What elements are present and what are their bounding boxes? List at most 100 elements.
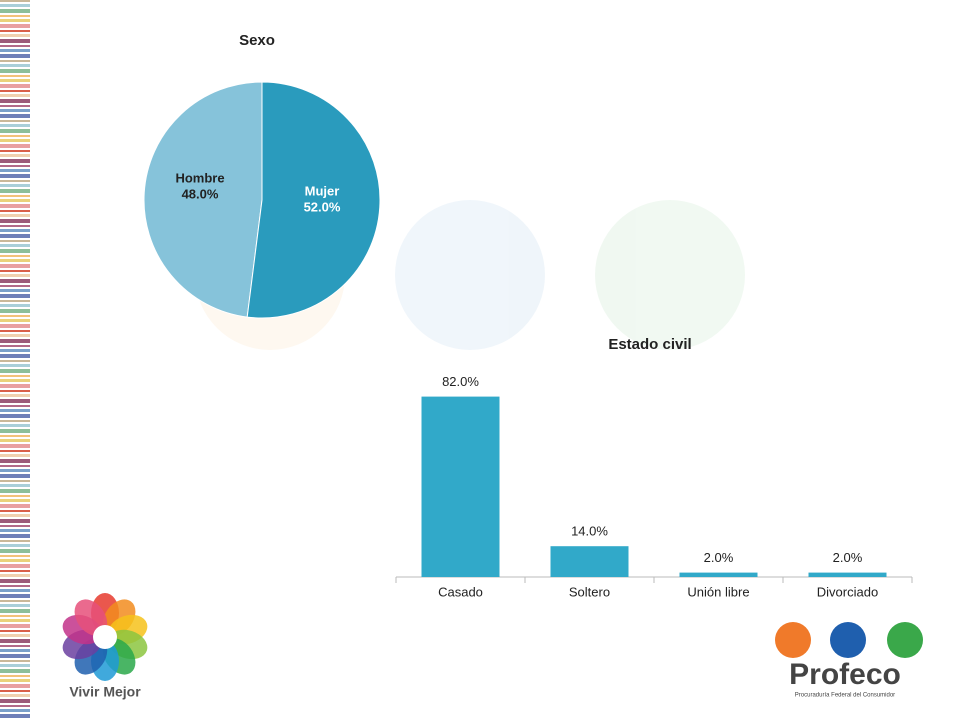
stripe bbox=[0, 240, 30, 242]
stripe bbox=[0, 69, 30, 73]
stripe bbox=[0, 15, 30, 17]
stripe bbox=[0, 394, 30, 397]
stripe bbox=[0, 450, 30, 452]
stripe bbox=[0, 549, 30, 553]
stripe bbox=[0, 459, 30, 463]
stripe bbox=[0, 540, 30, 542]
chart-title: Sexo bbox=[239, 32, 275, 49]
stripe bbox=[0, 399, 30, 403]
stripe bbox=[0, 469, 30, 472]
stripe bbox=[0, 645, 30, 647]
pie-slice bbox=[246, 81, 381, 319]
stripe bbox=[0, 279, 30, 283]
stripe bbox=[0, 84, 30, 88]
x-tick-label: Soltero bbox=[569, 584, 610, 599]
stripe bbox=[0, 180, 30, 182]
stripe bbox=[0, 429, 30, 433]
bar bbox=[421, 396, 500, 577]
stripe bbox=[0, 60, 30, 62]
stripe bbox=[0, 294, 30, 298]
stripe bbox=[0, 660, 30, 662]
stripe bbox=[0, 420, 30, 422]
stripe bbox=[0, 525, 30, 527]
stripe bbox=[0, 64, 30, 67]
stripe bbox=[0, 319, 30, 322]
stripe bbox=[0, 9, 30, 13]
bar bbox=[550, 546, 629, 577]
stripe bbox=[0, 49, 30, 52]
stripe bbox=[0, 574, 30, 577]
stripe bbox=[0, 654, 30, 658]
value-label: 2.0% bbox=[833, 550, 863, 565]
stripe bbox=[0, 705, 30, 707]
stripe bbox=[0, 409, 30, 412]
stripe bbox=[0, 675, 30, 677]
stripe bbox=[0, 249, 30, 253]
stripe bbox=[0, 105, 30, 107]
stripe bbox=[0, 619, 30, 622]
stripe bbox=[0, 709, 30, 712]
stripe bbox=[0, 504, 30, 508]
stripe bbox=[0, 379, 30, 382]
stripe bbox=[0, 405, 30, 407]
slice-value-label: 48.0% bbox=[182, 186, 219, 201]
stripe bbox=[0, 75, 30, 77]
stripe-border bbox=[0, 0, 30, 718]
stripe bbox=[0, 594, 30, 598]
stripe bbox=[0, 345, 30, 347]
stripe bbox=[0, 454, 30, 457]
stripe bbox=[0, 480, 30, 482]
stripe bbox=[0, 369, 30, 373]
stripe bbox=[0, 229, 30, 232]
stripe bbox=[0, 424, 30, 427]
stripe bbox=[0, 90, 30, 92]
stripe bbox=[0, 579, 30, 583]
stripe bbox=[0, 585, 30, 587]
stripe bbox=[0, 529, 30, 532]
stripe bbox=[0, 465, 30, 467]
stripe bbox=[0, 624, 30, 628]
stripe bbox=[0, 364, 30, 367]
x-tick-label: Divorciado bbox=[817, 584, 878, 599]
stripe bbox=[0, 255, 30, 257]
logo-subtitle: Procuraduría Federal del Consumidor bbox=[795, 693, 895, 699]
stripe bbox=[0, 304, 30, 307]
stripe bbox=[0, 30, 30, 32]
slice-label: Hombre bbox=[175, 170, 224, 185]
stripe bbox=[0, 159, 30, 163]
stripe bbox=[0, 214, 30, 217]
stripe bbox=[0, 354, 30, 358]
stripe bbox=[0, 630, 30, 632]
stripe bbox=[0, 609, 30, 613]
stripe bbox=[0, 534, 30, 538]
x-tick-label: Casado bbox=[438, 584, 483, 599]
stripe bbox=[0, 54, 30, 58]
stripe bbox=[0, 544, 30, 547]
stripe bbox=[0, 264, 30, 268]
stripe bbox=[0, 189, 30, 193]
stripe bbox=[0, 439, 30, 442]
stripe bbox=[0, 495, 30, 497]
stripe bbox=[0, 270, 30, 272]
stripe bbox=[0, 684, 30, 688]
slice-value-label: 52.0% bbox=[304, 199, 341, 214]
stripe bbox=[0, 334, 30, 337]
stripe bbox=[0, 204, 30, 208]
stripe bbox=[0, 79, 30, 82]
stripe bbox=[0, 519, 30, 523]
stripe bbox=[0, 244, 30, 247]
stripe bbox=[0, 150, 30, 152]
bar bbox=[808, 572, 887, 577]
stripe bbox=[0, 555, 30, 557]
stripe bbox=[0, 570, 30, 572]
stripe bbox=[0, 225, 30, 227]
stripe bbox=[0, 219, 30, 223]
stripe bbox=[0, 375, 30, 377]
logo-text: Profeco bbox=[789, 658, 901, 691]
stripe bbox=[0, 165, 30, 167]
stripe bbox=[0, 444, 30, 448]
stripe bbox=[0, 94, 30, 97]
stripe bbox=[0, 24, 30, 28]
x-tick-label: Unión libre bbox=[687, 584, 749, 599]
stripe bbox=[0, 129, 30, 133]
